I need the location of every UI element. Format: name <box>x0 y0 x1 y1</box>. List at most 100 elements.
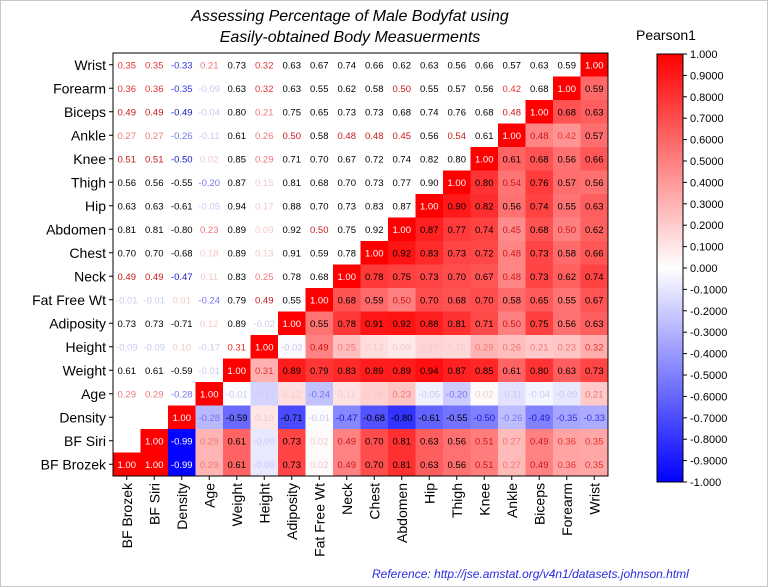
cell-value-label: 0.89 <box>228 248 247 259</box>
cell-value-label: 0.56 <box>585 178 604 189</box>
cell-value-label: 1.00 <box>118 460 137 471</box>
heatmap-cell <box>443 100 471 124</box>
heatmap-cell <box>113 311 141 336</box>
heatmap-cell <box>278 100 306 124</box>
cell-value-label: -0.50 <box>171 154 193 165</box>
heatmap-cell <box>168 147 196 171</box>
cell-value-label: 0.11 <box>200 272 218 283</box>
cell-value-label: -0.49 <box>528 413 550 424</box>
cell-value-label: 0.73 <box>365 178 384 189</box>
heatmap-cell <box>333 53 361 77</box>
cell-value-label: 1.00 <box>448 178 467 189</box>
heatmap-cell <box>443 405 471 430</box>
cell-value-label: 0.80 <box>530 366 549 377</box>
cell-value-label: 0.80 <box>475 178 494 189</box>
cell-value-label: 0.74 <box>475 225 494 236</box>
heatmap-cell <box>278 264 306 289</box>
cell-value-label: 0.10 <box>255 413 274 424</box>
cell-value-label: 1.00 <box>585 60 604 71</box>
heatmap-cell <box>498 170 526 195</box>
cell-value-label: 0.83 <box>228 272 247 283</box>
heatmap-cell <box>360 288 389 312</box>
x-tick-label: Weight <box>229 483 245 526</box>
cell-value-label: 1.00 <box>173 413 192 424</box>
heatmap-cell <box>195 194 224 218</box>
colorbar-tick-label: 1.000 <box>690 49 718 61</box>
heatmap-cell <box>498 76 526 101</box>
heatmap-cell <box>553 264 581 289</box>
heatmap-cell <box>140 405 169 430</box>
cell-value-label: 0.63 <box>530 60 549 71</box>
cell-value-label: 0.89 <box>283 366 302 377</box>
cell-value-label: 0.48 <box>365 131 384 142</box>
heatmap-cell <box>553 358 581 383</box>
colorbar-tick-label: 0.6000 <box>690 135 724 147</box>
y-tick-label: Weight <box>63 362 106 378</box>
y-tick-label: Abdomen <box>46 221 106 237</box>
heatmap-cell <box>223 288 251 312</box>
cell-value-label: 0.70 <box>310 154 329 165</box>
cell-value-label: 0.17 <box>420 342 439 353</box>
cell-value-label: 0.56 <box>448 460 467 471</box>
heatmap-cell <box>168 264 196 289</box>
colorbar-tick-label: -0.9000 <box>690 456 727 468</box>
cell-value-label: 0.15 <box>448 342 467 353</box>
cell-value-label: 0.57 <box>585 131 604 142</box>
cell-value-label: -0.02 <box>253 319 275 330</box>
cell-value-label: 0.50 <box>558 225 577 236</box>
cell-value-label: -0.33 <box>171 60 193 71</box>
cell-value-label: 0.85 <box>228 154 247 165</box>
cell-value-label: 0.70 <box>365 436 384 447</box>
reference-link[interactable]: Reference: http://jse.amstat.org/v4n1/da… <box>372 567 689 581</box>
x-tick-label: Density <box>174 483 190 530</box>
cell-value-label: 0.75 <box>530 319 549 330</box>
cell-value-label: 0.73 <box>118 319 137 330</box>
cell-value-label: 1.00 <box>503 131 522 142</box>
cell-value-label: 0.82 <box>420 154 439 165</box>
heatmap-cell <box>470 335 499 359</box>
heatmap-cell <box>140 335 169 359</box>
heatmap-cell <box>113 217 141 242</box>
heatmap-cell <box>168 170 196 195</box>
heatmap-cell <box>525 194 554 218</box>
x-tick-label: BF Siri <box>146 483 162 525</box>
colorbar-tick-label: 0.7000 <box>690 113 724 125</box>
heatmap-cell <box>278 358 306 383</box>
cell-value-label: 0.13 <box>255 248 274 259</box>
heatmap-cell <box>333 170 361 195</box>
heatmap-cell <box>553 76 581 101</box>
heatmap-cell <box>333 76 361 101</box>
y-tick-label: BF Siri <box>64 433 106 449</box>
heatmap-cell <box>580 382 609 406</box>
cell-value-label: 0.58 <box>503 295 522 306</box>
heatmap-cell <box>168 288 196 312</box>
heatmap-cell <box>223 358 251 383</box>
heatmap-cell <box>388 264 416 289</box>
y-tick-label: Adiposity <box>49 315 106 331</box>
cell-value-label: 0.42 <box>503 84 522 95</box>
heatmap-cell <box>168 76 196 101</box>
heatmap-cell <box>525 311 554 336</box>
heatmap-cell <box>195 405 224 430</box>
heatmap-cell <box>580 358 609 383</box>
cell-value-label: -0.35 <box>556 413 578 424</box>
heatmap-cell <box>278 311 306 336</box>
x-tick-label: Height <box>256 483 272 524</box>
cell-value-label: -0.59 <box>226 413 248 424</box>
cell-value-label: 0.54 <box>448 131 467 142</box>
heatmap-cell <box>250 194 279 218</box>
heatmap-cell <box>360 53 389 77</box>
cell-value-label: 0.62 <box>585 225 604 236</box>
heatmap-cell <box>580 194 609 218</box>
cell-value-label: 0.78 <box>338 319 357 330</box>
heatmap-cell <box>223 405 251 430</box>
cell-value-label: 0.09 <box>255 225 274 236</box>
cell-value-label: 0.35 <box>118 60 137 71</box>
heatmap-cell <box>223 335 251 359</box>
cell-value-label: 0.59 <box>558 60 577 71</box>
cell-value-label: 0.50 <box>283 131 302 142</box>
cell-value-label: 0.29 <box>200 436 219 447</box>
cell-value-label: -0.50 <box>473 413 495 424</box>
cell-value-label: 0.74 <box>530 201 549 212</box>
heatmap-cell <box>113 147 141 171</box>
